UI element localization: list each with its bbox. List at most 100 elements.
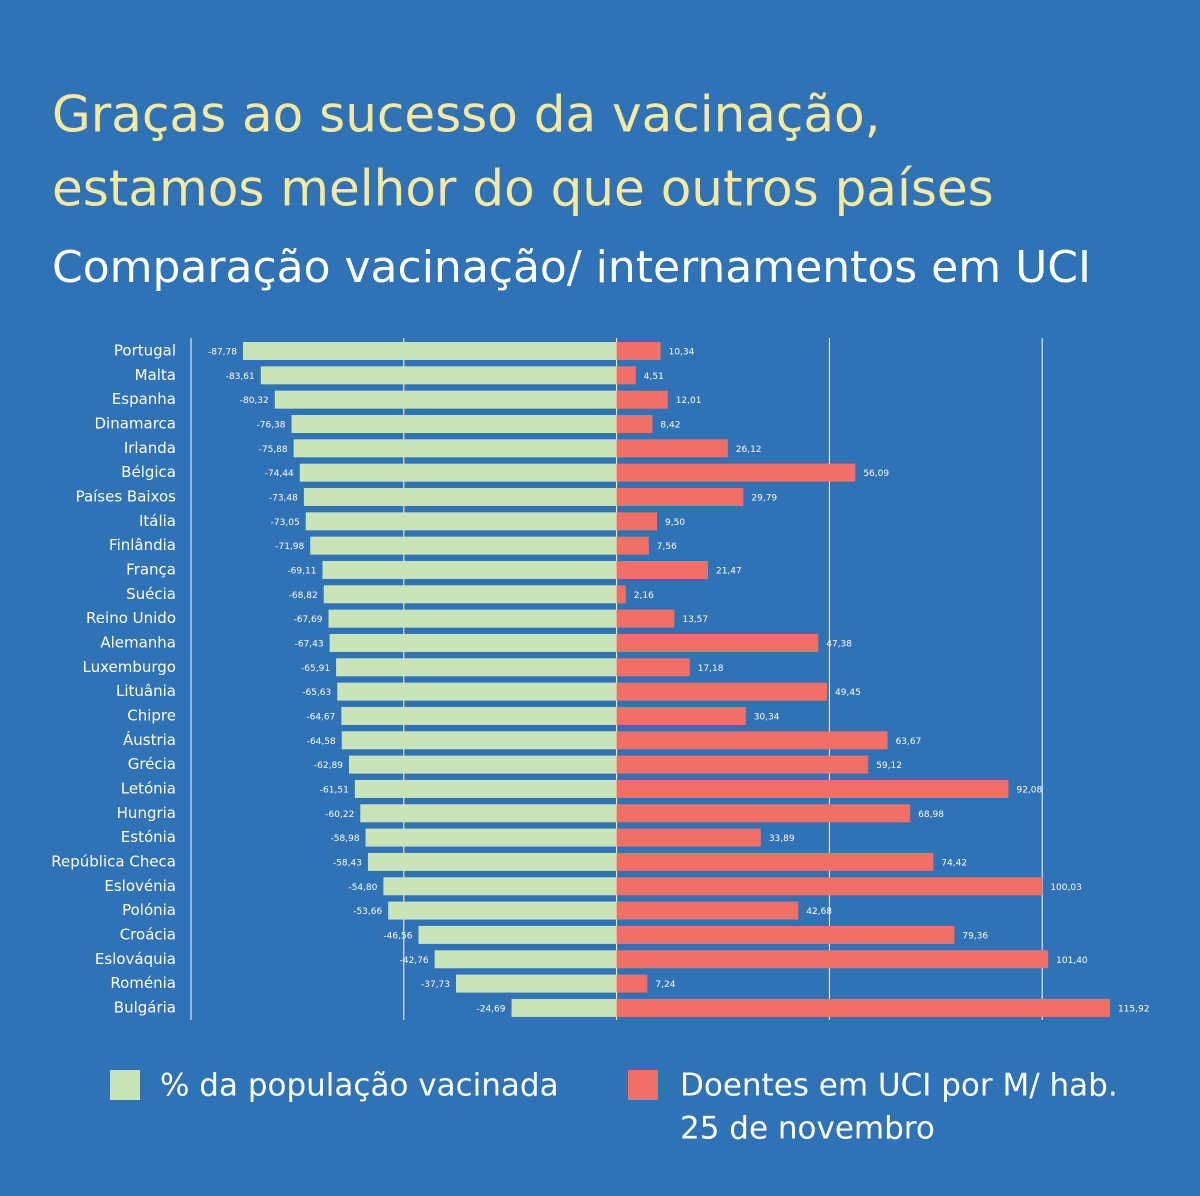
bar [367,852,617,871]
category-label: Croácia [120,925,176,943]
value-label: 79,36 [962,931,988,941]
legend-label: Doentes em UCI por M/ hab. [680,1068,1118,1104]
value-label: -68,82 [289,591,318,601]
value-label: -69,11 [287,566,316,576]
bar [616,366,636,385]
category-label: Bélgica [121,463,176,481]
bar [616,658,690,677]
value-label: -61,51 [320,785,349,795]
bar [616,439,728,458]
bar [329,633,617,652]
bar [310,536,617,555]
value-label: 101,40 [1056,956,1088,966]
value-label: 68,98 [918,810,944,820]
bar [336,658,617,677]
value-label: -73,48 [269,493,298,503]
value-label: -75,88 [259,445,288,455]
category-label: Malta [135,366,176,384]
bar [616,804,911,823]
value-label: 9,50 [665,518,685,528]
bar [434,950,617,969]
value-label: 74,42 [941,858,967,868]
value-label: 26,12 [736,445,762,455]
value-label: -74,44 [265,469,294,479]
bar [616,828,761,847]
value-label: -62,89 [314,761,343,771]
bar [616,950,1049,969]
category-label: Eslovénia [104,877,176,895]
value-label: 8,42 [660,420,680,430]
legend-label: 25 de novembro [680,1111,935,1147]
legend-swatch [628,1070,658,1100]
bar [418,925,617,944]
value-label: 92,08 [1016,785,1042,795]
bar [456,974,617,993]
bar [260,366,617,385]
bar [354,779,617,798]
category-label: Países Baixos [76,487,177,505]
value-label: -60,22 [325,810,354,820]
bar [616,852,934,871]
value-label: 33,89 [769,834,795,844]
value-label: 42,68 [806,907,832,917]
value-label: 2,16 [634,591,654,601]
value-label: 63,67 [896,737,922,747]
category-label: Grécia [128,755,176,773]
bar [616,487,744,506]
category-label: Letónia [121,779,176,797]
value-label: 7,24 [655,980,675,990]
bar [616,512,658,531]
chart-title: Graças ao sucesso da vacinação, [52,86,881,144]
legend-label: % da população vacinada [160,1068,559,1104]
category-label: Reino Unido [86,609,176,627]
value-label: -64,58 [307,737,336,747]
value-label: -37,73 [421,980,450,990]
bar [616,731,888,750]
bar [616,609,675,628]
value-label: -67,43 [295,639,324,649]
category-label: Luxemburgo [83,658,177,676]
bar [616,463,856,482]
value-label: 4,51 [644,372,664,382]
bar [303,487,617,506]
bar [616,682,828,701]
bar [616,755,869,774]
value-label: -54,80 [348,883,377,893]
bar [616,414,653,433]
value-label: 29,79 [751,493,777,503]
bar [360,804,617,823]
value-label: -76,38 [257,420,286,430]
category-label: França [126,560,176,578]
value-label: -46,56 [383,931,412,941]
bar [511,998,617,1017]
value-label: 7,56 [657,542,677,552]
value-label: 115,92 [1118,1004,1150,1014]
bar [616,706,746,725]
bar [337,682,617,701]
category-label: Alemanha [100,633,176,651]
value-label: 56,09 [863,469,889,479]
value-label: -71,98 [275,542,304,552]
bar [616,974,648,993]
bar [616,877,1043,896]
category-label: República Checa [51,852,176,870]
category-label: Itália [139,512,176,530]
bar [383,877,617,896]
value-label: 49,45 [835,688,861,698]
legend-swatch [110,1070,140,1100]
value-label: -87,78 [208,348,237,358]
category-label: Irlanda [124,439,176,457]
value-label: -67,69 [293,615,322,625]
value-label: -42,76 [400,956,429,966]
category-label: Hungria [117,804,176,822]
bar [274,390,617,409]
value-label: 47,38 [826,639,852,649]
value-label: 59,12 [876,761,902,771]
value-label: 13,57 [682,615,708,625]
value-label: -53,66 [353,907,382,917]
bar [616,585,626,604]
value-label: 17,18 [698,664,724,674]
category-label: Suécia [126,585,176,603]
value-label: -24,69 [477,1004,506,1014]
bar [305,512,617,531]
